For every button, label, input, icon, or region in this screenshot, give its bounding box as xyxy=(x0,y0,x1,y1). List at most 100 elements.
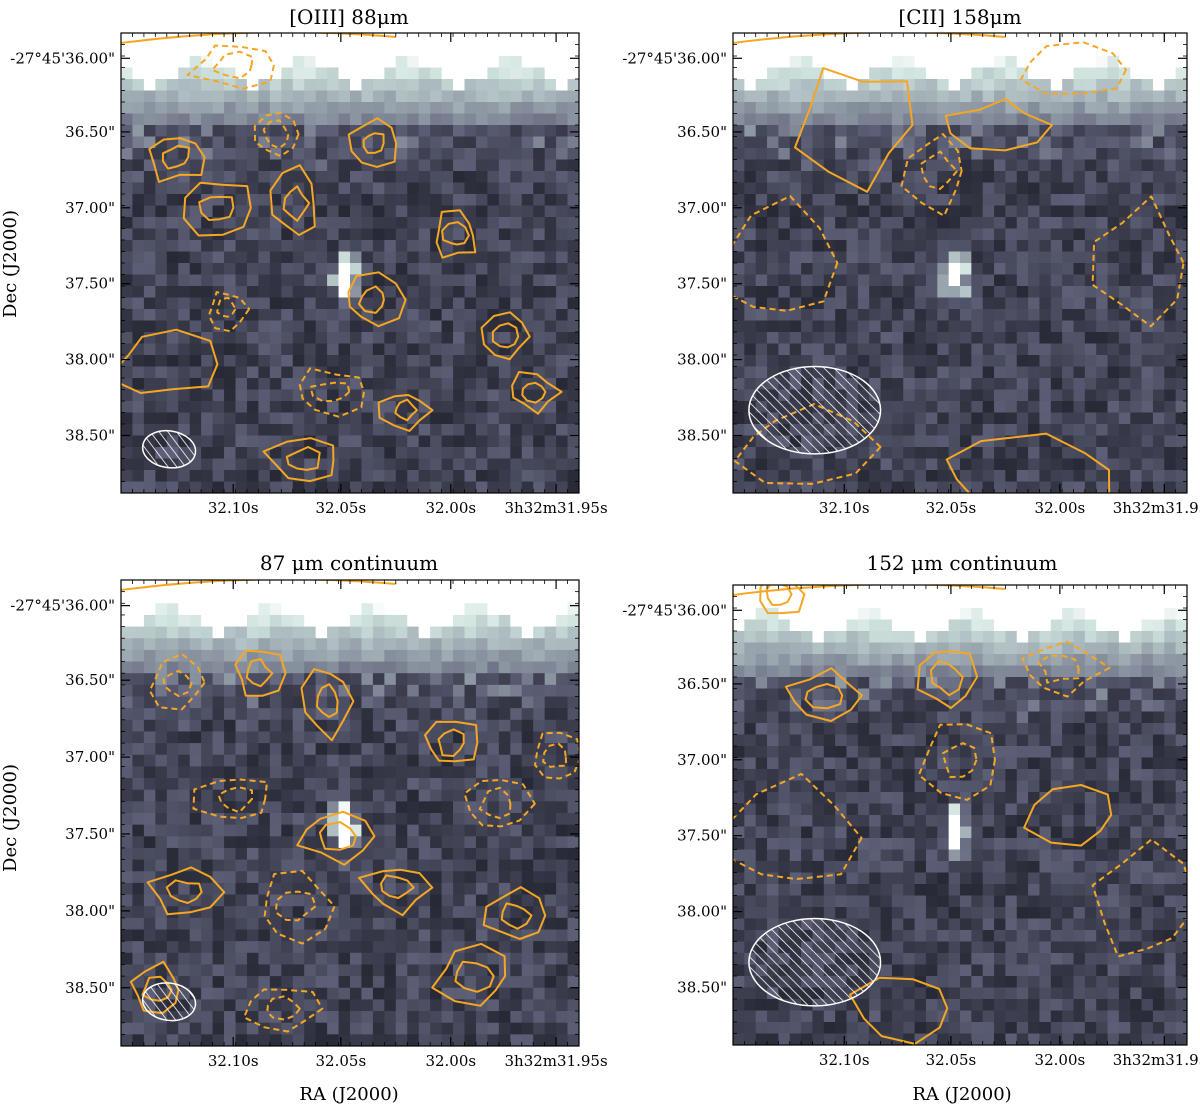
y-tick-label: 38.00" xyxy=(677,903,727,921)
positive-contour xyxy=(804,683,844,710)
positive-contour xyxy=(245,658,274,688)
positive-contour xyxy=(315,683,339,718)
pixel-map xyxy=(733,33,1187,493)
positive-contour xyxy=(784,667,863,722)
y-tick-label: 38.50" xyxy=(677,979,727,997)
positive-contour xyxy=(491,322,520,349)
y-tick-label: 36.50" xyxy=(65,671,115,689)
positive-contour xyxy=(318,821,357,851)
y-tick-label: 37.00" xyxy=(65,199,115,217)
contours xyxy=(733,33,1185,493)
image-panel-0: 32.10s 32.05s 32.00s 3h32m31.95s -27°45'36.0… xyxy=(10,32,608,517)
negative-contour xyxy=(733,195,839,312)
negative-contour xyxy=(148,652,206,711)
contours xyxy=(733,585,1187,1045)
positive-contour xyxy=(849,976,949,1045)
image-panel-3: 32.10s 32.05s 32.00s 3h32m31.95s -27°45'36.0… xyxy=(622,584,1200,1069)
beam-ellipse xyxy=(748,917,882,1007)
negative-contour xyxy=(253,111,300,158)
y-tick-label: 36.50" xyxy=(677,123,727,141)
contours xyxy=(121,33,563,483)
y-tick-label: -27°45'36.00" xyxy=(622,601,727,619)
positive-contour xyxy=(357,285,385,314)
negative-contour xyxy=(1021,640,1111,698)
negative-contour xyxy=(217,786,253,814)
y-tick-label: 38.50" xyxy=(677,427,727,445)
x-tick-label: 32.10s xyxy=(208,499,259,517)
negative-contour xyxy=(1019,41,1127,95)
image-panel-1: 32.10s 32.05s 32.00s 3h32m31.95s -27°45'36.0… xyxy=(622,32,1200,517)
positive-contour xyxy=(437,728,465,757)
panel-title: 152 μm continuum xyxy=(866,551,1057,575)
positive-contour xyxy=(182,181,252,237)
x-tick-label: 3h32m31.95s xyxy=(1113,499,1200,517)
positive-contour xyxy=(198,195,235,221)
negative-contour xyxy=(309,381,351,403)
y-tick-label: 37.00" xyxy=(677,751,727,769)
pixel-map xyxy=(121,33,579,493)
positive-contour xyxy=(347,271,407,328)
negative-contour xyxy=(1091,838,1187,958)
negative-contour xyxy=(463,779,536,828)
panel-title: [OIII] 88μm xyxy=(289,5,409,29)
positive-contour xyxy=(296,810,376,866)
y-tick-label: 38.00" xyxy=(65,351,115,369)
positive-contour xyxy=(424,720,479,763)
positive-contour xyxy=(347,117,398,168)
panel-152um-continuum: 152 μm continuum RA (J2000) xyxy=(866,551,1057,1105)
negative-contour xyxy=(274,890,317,922)
positive-contour xyxy=(377,394,434,432)
negative-contour xyxy=(243,988,324,1033)
image-panel-2: 32.10s 32.05s 32.00s 3h32m31.95s -27°45'36.0… xyxy=(10,579,608,1070)
positive-contour xyxy=(394,398,418,422)
x-tick-label: 32.05s xyxy=(316,499,367,517)
positive-contour xyxy=(161,144,191,170)
positive-contour xyxy=(165,879,203,904)
y-tick-label: 37.50" xyxy=(677,275,727,293)
negative-contour xyxy=(186,44,275,90)
positive-contour xyxy=(521,381,547,404)
positive-contour xyxy=(362,132,385,154)
beam-ellipse xyxy=(141,429,197,469)
panel-cii-158um: [CII] 158μm xyxy=(898,5,1021,29)
positive-contour xyxy=(282,185,311,222)
x-tick-label: 32.10s xyxy=(208,1052,259,1070)
panel-oiii-88um: [OIII] 88μm Dec (J2000) xyxy=(0,5,409,318)
positive-contour xyxy=(262,437,335,483)
x-tick-label: 32.00s xyxy=(425,1052,476,1070)
positive-contour xyxy=(929,660,964,697)
positive-contour xyxy=(431,942,507,1007)
panel-title: [CII] 158μm xyxy=(898,5,1021,29)
x-tick-label: 32.10s xyxy=(819,1051,870,1069)
y-tick-label: -27°45'36.00" xyxy=(622,49,727,67)
y-tick-label: 37.00" xyxy=(677,199,727,217)
beam-ellipse xyxy=(141,982,197,1022)
negative-contour xyxy=(900,133,963,217)
positive-contour xyxy=(300,668,355,742)
positive-contour xyxy=(733,33,1006,44)
y-tick-label: 36.50" xyxy=(677,675,727,693)
negative-contour xyxy=(733,772,863,881)
negative-contour xyxy=(542,742,568,768)
negative-contour xyxy=(192,778,268,820)
negative-contour xyxy=(263,869,336,945)
positive-contour xyxy=(121,328,219,394)
pixel-map xyxy=(121,580,579,1046)
negative-contour xyxy=(733,403,882,485)
negative-contour xyxy=(1091,195,1185,328)
y-axis-label: Dec (J2000) xyxy=(0,764,21,872)
y-tick-label: 38.00" xyxy=(65,902,115,920)
positive-contour xyxy=(435,209,477,259)
y-tick-label: 37.50" xyxy=(677,827,727,845)
positive-contour xyxy=(945,432,1111,493)
panel-title: 87 μm continuum xyxy=(260,551,438,575)
x-tick-label: 32.00s xyxy=(425,499,476,517)
negative-contour xyxy=(919,150,959,190)
y-tick-label: 37.00" xyxy=(65,748,115,766)
x-tick-label: 3h32m31.95s xyxy=(505,499,608,517)
negative-contour xyxy=(162,669,193,698)
x-tick-label: 32.00s xyxy=(1035,1051,1086,1069)
positive-contour xyxy=(121,33,396,44)
x-axis-label: RA (J2000) xyxy=(299,1084,398,1105)
